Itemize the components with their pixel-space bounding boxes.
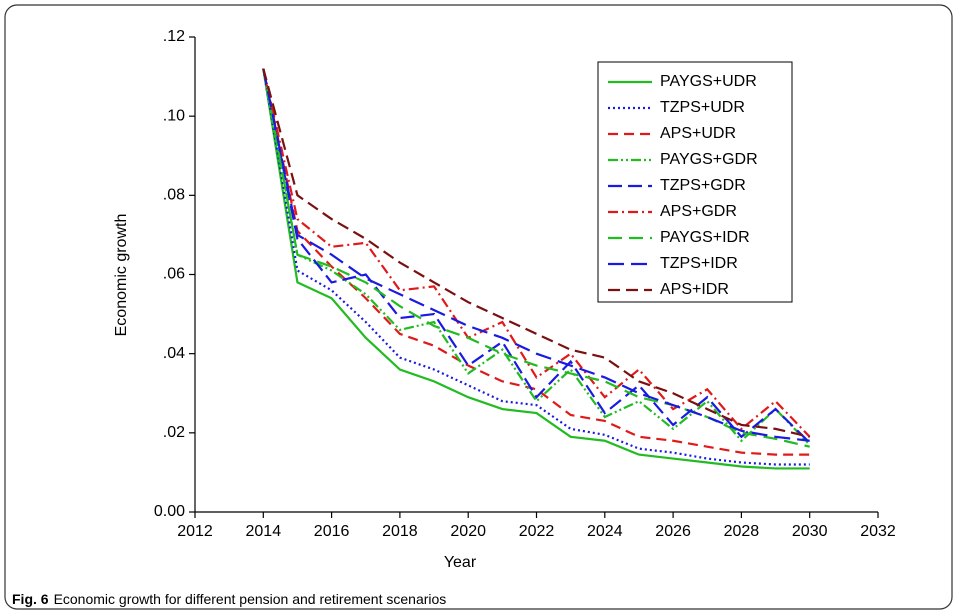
x-tick-label: 2028 [724,523,760,540]
series-line [262,68,810,442]
legend-label: PAYGS+UDR [660,73,757,90]
y-tick-label: .04 [163,345,185,362]
x-tick-label: 2014 [246,523,282,540]
y-tick-label: .02 [163,424,185,441]
series-line [262,68,810,470]
caption-label: Fig. 6 [12,591,49,607]
legend-box [597,61,793,303]
y-tick-label: .12 [163,28,185,45]
series-line [262,68,810,466]
x-tick-label: 2012 [177,523,213,540]
series-line [262,68,810,438]
series-line [262,68,811,438]
legend-label: APS+IDR [660,281,729,298]
x-tick-label: 2018 [382,523,418,540]
series-line [262,68,811,444]
legend-label: TZPS+GDR [660,177,746,194]
y-tick-label: .06 [163,266,185,283]
caption-text: Economic growth for different pension an… [54,591,447,607]
y-tick-label: 0.00 [154,503,185,520]
legend-label: PAYGS+IDR [660,229,750,246]
y-tick-label: .08 [163,187,185,204]
series-line [262,68,810,448]
y-axis-label: Economic growth [113,214,130,337]
y-tick-label: .10 [163,107,185,124]
series-line [262,68,811,446]
caption: Fig. 6 Economic growth for different pens… [12,591,446,607]
x-tick-label: 2024 [587,523,623,540]
frame [4,4,953,610]
x-tick-label: 2016 [314,523,350,540]
legend-label: TZPS+IDR [660,255,738,272]
x-tick-label: 2022 [519,523,555,540]
x-tick-label: 2030 [792,523,828,540]
x-tick-label: 2026 [655,523,691,540]
legend-label: APS+UDR [660,125,736,142]
x-tick-label: 2032 [860,523,896,540]
legend-label: PAYGS+GDR [660,151,758,168]
x-tick-label: 2020 [450,523,486,540]
legend-label: APS+GDR [660,203,737,220]
legend-label: TZPS+UDR [660,99,745,116]
x-axis-label: Year [444,554,477,571]
